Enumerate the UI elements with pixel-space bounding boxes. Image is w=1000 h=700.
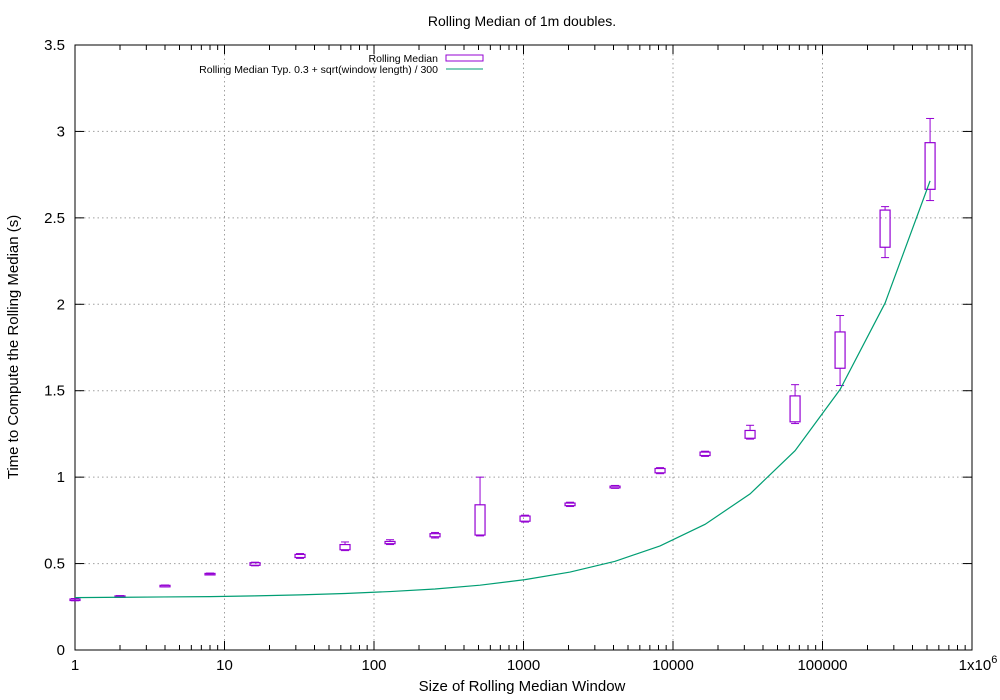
box-plot-point	[564, 501, 576, 508]
x-tick-label: 10	[216, 657, 233, 674]
box-body	[789, 395, 801, 423]
x-axis-tick-labels: 1 10 100 1000 10000 100000 1x106	[71, 654, 998, 674]
y-tick-label: 0	[57, 642, 65, 659]
box-body	[294, 553, 306, 559]
box-plot-point	[654, 467, 666, 475]
y-tick-label: 1	[57, 469, 65, 486]
box-plot-point	[474, 476, 486, 537]
box-body	[384, 540, 396, 545]
box-body	[339, 543, 351, 551]
y-tick-label: 3.5	[44, 37, 65, 54]
box-plot-point	[924, 117, 936, 202]
box-plot-point	[294, 553, 306, 559]
box-body	[744, 429, 756, 439]
box-body	[924, 142, 936, 190]
box-body	[69, 598, 81, 602]
y-axis-title: Time to Compute the Rolling Median (s)	[5, 215, 22, 480]
y-tick-label: 1.5	[44, 383, 65, 400]
legend: Rolling Median Rolling Median Typ. 0.3 +…	[199, 53, 484, 76]
box-plot-point	[744, 424, 756, 440]
box-body	[879, 209, 891, 248]
y-axis-tick-labels: 0 0.5 1 1.5 2 2.5 3 3.5	[44, 37, 65, 659]
box-body	[699, 451, 711, 457]
box-body	[249, 562, 261, 566]
x-tick-label: 1	[71, 657, 79, 674]
box-plot-point	[789, 384, 801, 425]
x-tick-label: 100	[361, 657, 386, 674]
y-tick-label: 3	[57, 123, 65, 140]
axis-ticks	[74, 44, 973, 651]
box-plot-point	[204, 572, 216, 576]
box-body	[834, 331, 846, 369]
chart-title: Rolling Median of 1m doubles.	[428, 13, 616, 29]
box-plot-point	[609, 484, 621, 489]
x-tick-label: 1000	[507, 657, 540, 674]
x-tick-label-exponent: 6	[991, 654, 997, 666]
plot-series	[69, 117, 936, 602]
legend-label-rolling-median: Rolling Median	[369, 53, 439, 65]
box-plot-point	[69, 597, 81, 602]
box-plot-point	[834, 315, 846, 387]
grid	[75, 45, 972, 650]
x-tick-label: 1x106	[959, 654, 998, 674]
box-plot-point	[159, 584, 171, 588]
box-plot-point	[384, 539, 396, 546]
x-tick-label: 100000	[797, 657, 847, 674]
box-body	[519, 515, 531, 522]
box-plot-point	[339, 541, 351, 552]
x-tick-label: 10000	[652, 657, 694, 674]
box-body	[429, 533, 441, 538]
box-plot-point	[249, 561, 261, 567]
box-plot-point	[879, 206, 891, 259]
box-plot-point	[699, 450, 711, 457]
y-tick-label: 2.5	[44, 210, 65, 227]
box-plot-point	[429, 531, 441, 539]
box-body	[204, 572, 216, 576]
typical-curve-line	[74, 180, 931, 599]
y-tick-label: 2	[57, 296, 65, 313]
box-body	[564, 502, 576, 507]
box-body	[609, 485, 621, 489]
box-plot-point	[519, 514, 531, 523]
box-body	[159, 584, 171, 588]
x-axis-title: Size of Rolling Median Window	[419, 678, 626, 695]
box-body	[474, 504, 486, 536]
legend-swatch-rolling-median	[445, 54, 484, 62]
box-body	[654, 467, 666, 474]
legend-label-typical: Rolling Median Typ. 0.3 + sqrt(window le…	[199, 64, 438, 76]
y-tick-label: 0.5	[44, 556, 65, 573]
